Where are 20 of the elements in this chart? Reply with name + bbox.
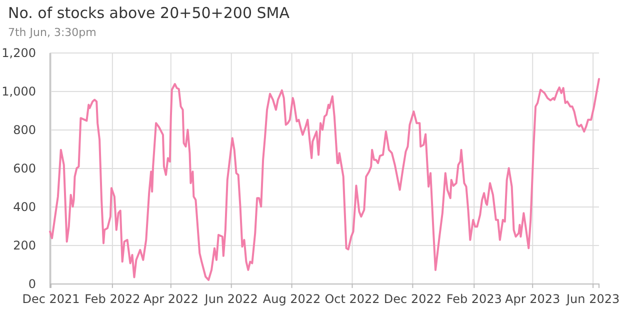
chart-subtitle: 7th Jun, 3:30pm xyxy=(8,26,96,39)
y-tick-label: 400 xyxy=(13,200,36,214)
x-tick-label: Feb 2022 xyxy=(84,292,140,306)
x-tick-label: Feb 2023 xyxy=(446,292,502,306)
x-tick-label: Jun 2022 xyxy=(204,292,258,306)
y-tick-label: 0 xyxy=(28,276,36,291)
x-tick-label: Dec 2021 xyxy=(22,292,80,306)
y-tick-label: 1,000 xyxy=(2,84,36,98)
y-tick-label: 200 xyxy=(13,238,36,252)
chart-title: No. of stocks above 20+50+200 SMA xyxy=(8,4,290,22)
x-tick-label: Apr 2023 xyxy=(505,292,560,306)
y-tick-label: 600 xyxy=(13,161,36,176)
x-tick-label: Dec 2022 xyxy=(384,292,442,306)
x-tick-label: Jun 2023 xyxy=(566,292,620,306)
x-tick-label: Apr 2022 xyxy=(143,292,198,306)
line-series xyxy=(49,78,600,281)
y-tick-label: 1,200 xyxy=(2,46,36,60)
y-tick-label: 800 xyxy=(13,122,36,137)
x-tick-label: Oct 2022 xyxy=(324,292,380,306)
x-tick-label: Aug 2022 xyxy=(262,292,321,306)
